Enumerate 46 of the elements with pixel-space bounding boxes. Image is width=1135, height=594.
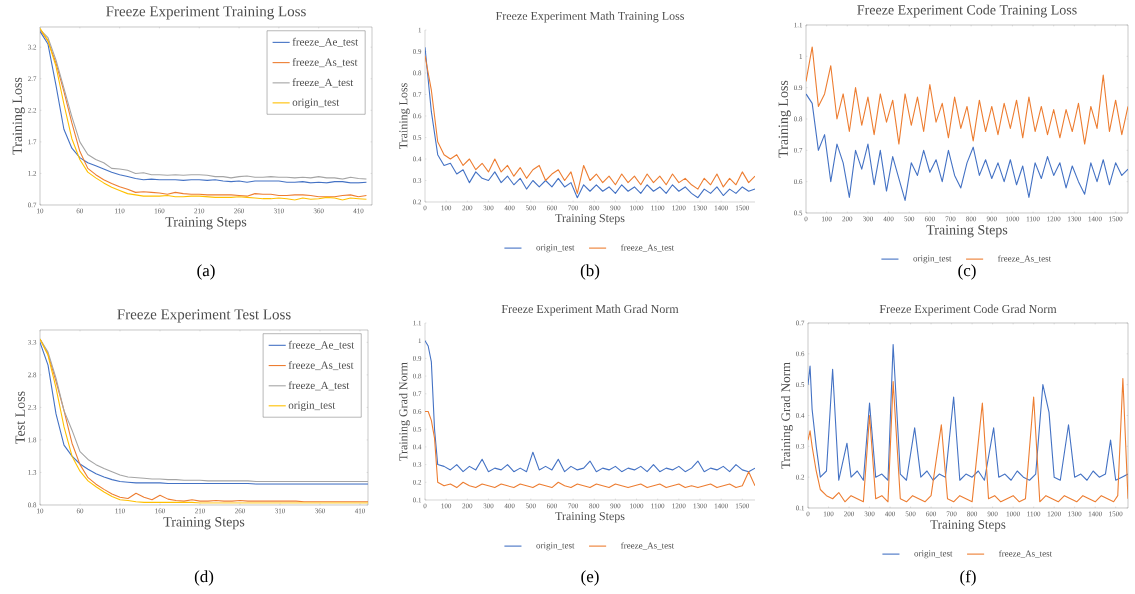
legend-label: freeze_A_test (288, 381, 350, 391)
line-series (806, 93, 1128, 201)
chart-title: Freeze Experiment Code Training Loss (857, 4, 1077, 18)
y-axis-title: Test Loss (15, 391, 25, 444)
chart-title: Freeze Experiment Math Grad Norm (501, 304, 679, 316)
x-axis-title: Training Steps (930, 520, 1006, 532)
y-axis-title: Training Grad Norm (398, 362, 410, 461)
legend-label: origin_test (914, 550, 953, 559)
legend-label: freeze_A_test (292, 78, 354, 88)
x-axis-title: Training Steps (163, 517, 245, 530)
text: (e) (581, 570, 599, 586)
legend-label: origin_test (913, 255, 952, 264)
legend-label: freeze_Ae_test (288, 340, 355, 350)
line-series (806, 46, 1128, 145)
legend-label: freeze_As_test (292, 57, 358, 68)
x-axis-title: Training Steps (555, 214, 625, 225)
legend-label: origin_test (536, 542, 575, 551)
x-axis-title: Training Steps (165, 217, 247, 230)
legend-label: freeze_As_test (620, 244, 675, 252)
legend-label: freeze_Ae_test (292, 37, 359, 47)
line-series (425, 340, 755, 473)
legend-label: origin_test (292, 98, 340, 109)
y-axis-title: Training Loss (778, 80, 791, 158)
legend-label: origin_test (536, 244, 575, 253)
chart-title: Freeze Experiment Math Training Loss (495, 11, 685, 23)
y-axis-title: Training Grad Norm (781, 362, 793, 469)
chart-title: Freeze Experiment Test Loss (117, 309, 291, 323)
line-series (425, 410, 755, 489)
x-axis-title: Training Steps (926, 225, 1008, 238)
y-axis-title: Training Loss (12, 77, 25, 155)
legend-label: freeze_As_test (997, 255, 1052, 263)
text: (c) (958, 264, 976, 280)
chart-title: Freeze Experiment Training Loss (106, 6, 306, 20)
line-series (808, 344, 1128, 481)
text: (d) (194, 570, 214, 586)
legend-label: freeze_As_test (288, 360, 354, 371)
text: (b) (580, 264, 600, 280)
text: (f) (960, 570, 976, 586)
line-series (808, 377, 1128, 503)
legend-label: freeze_As_test (620, 542, 675, 550)
legend-label: origin_test (288, 401, 336, 412)
text: (a) (197, 264, 215, 280)
legend-label: freeze_As_test (998, 550, 1053, 558)
y-axis-title: Training Loss (399, 83, 410, 150)
x-axis-title: Training Steps (555, 512, 625, 523)
chart-title: Freeze Experiment Code Grad Norm (879, 304, 1057, 316)
